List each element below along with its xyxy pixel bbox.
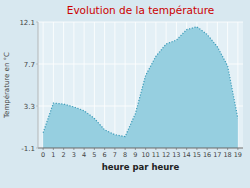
x-tick: [94, 148, 95, 150]
y-tick: [36, 22, 38, 23]
x-tick-label: 9: [133, 151, 137, 159]
grid-line-x: [43, 22, 44, 148]
x-tick-label: 4: [82, 151, 86, 159]
x-tick: [207, 148, 208, 150]
x-tick: [43, 148, 44, 150]
grid-line-x: [114, 22, 115, 148]
x-tick: [155, 148, 156, 150]
chart-container: 012345678910111213141516171819-1.13.37.7…: [0, 0, 250, 188]
x-tick-label: 0: [41, 151, 45, 159]
x-tick: [53, 148, 54, 150]
x-axis-label: heure par heure: [102, 162, 180, 172]
x-tick-label: 12: [162, 151, 170, 159]
y-tick-label: -1.1: [21, 145, 35, 153]
x-tick: [145, 148, 146, 150]
x-tick-label: 8: [123, 151, 127, 159]
y-axis-label: Température en °C: [3, 52, 11, 119]
grid-line-y: [38, 148, 243, 149]
x-tick: [176, 148, 177, 150]
x-tick-label: 5: [92, 151, 96, 159]
x-tick-label: 3: [72, 151, 76, 159]
grid-line-x: [125, 22, 126, 148]
x-tick-label: 15: [193, 151, 201, 159]
y-tick-label: 3.3: [24, 103, 35, 111]
x-tick: [227, 148, 228, 150]
x-axis-line: [38, 148, 243, 149]
area: [43, 27, 238, 148]
grid-line-y: [38, 22, 243, 23]
x-tick-label: 11: [152, 151, 160, 159]
x-tick: [125, 148, 126, 150]
x-tick: [114, 148, 115, 150]
x-tick-label: 1: [51, 151, 55, 159]
y-tick: [36, 106, 38, 107]
x-tick: [135, 148, 136, 150]
plot-background: [38, 22, 243, 148]
x-tick-label: 17: [213, 151, 221, 159]
x-tick: [217, 148, 218, 150]
x-tick-label: 2: [62, 151, 66, 159]
x-tick-label: 19: [234, 151, 242, 159]
x-tick-label: 7: [113, 151, 117, 159]
line: [43, 27, 238, 137]
x-tick: [196, 148, 197, 150]
y-tick: [36, 64, 38, 65]
x-tick: [186, 148, 187, 150]
x-tick-label: 10: [141, 151, 149, 159]
x-tick-label: 13: [172, 151, 180, 159]
y-tick-label: 7.7: [24, 61, 35, 69]
x-tick: [104, 148, 105, 150]
x-tick: [84, 148, 85, 150]
plot-area: [43, 27, 238, 148]
title: Evolution de la température: [67, 4, 214, 16]
x-tick-label: 18: [223, 151, 231, 159]
x-tick: [63, 148, 64, 150]
x-tick: [73, 148, 74, 150]
y-axis-line: [38, 22, 39, 148]
x-tick-label: 16: [203, 151, 211, 159]
page: {"chart_data": {"type": "area", "title":…: [0, 0, 250, 188]
y-tick-label: 12.1: [19, 19, 35, 27]
x-tick: [166, 148, 167, 150]
x-tick-label: 6: [103, 151, 107, 159]
chart: 012345678910111213141516171819-1.13.37.7…: [0, 0, 250, 188]
x-tick: [237, 148, 238, 150]
y-tick: [36, 148, 38, 149]
x-tick-label: 14: [182, 151, 190, 159]
